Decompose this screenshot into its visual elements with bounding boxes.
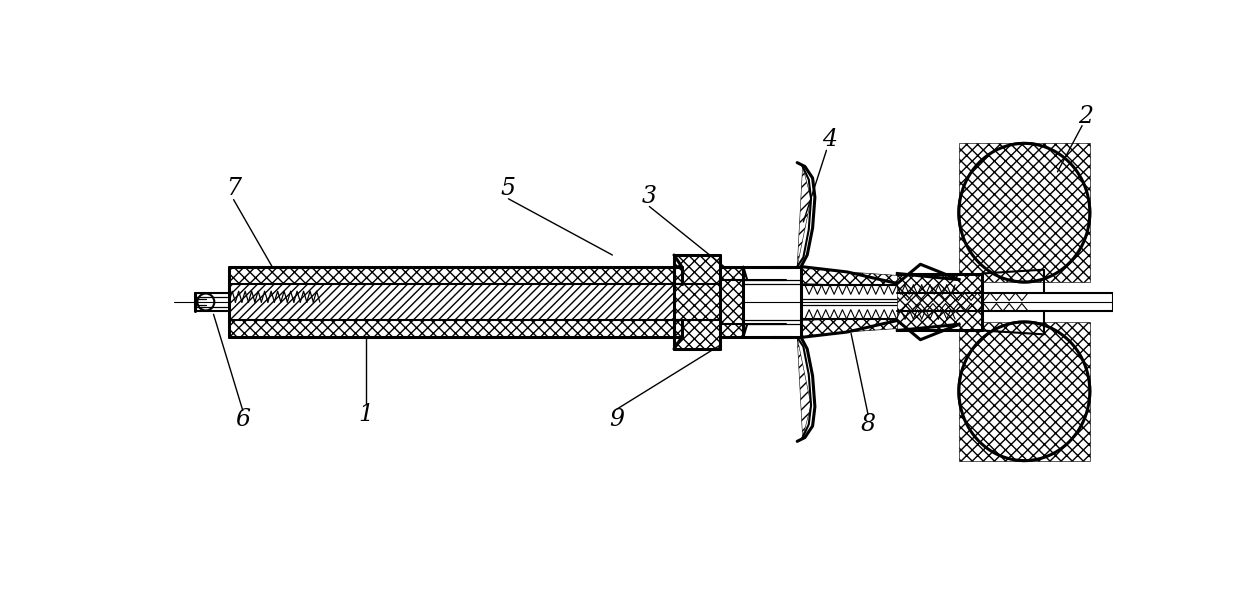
Bar [898, 273, 982, 331]
Polygon shape [959, 322, 1090, 460]
Polygon shape [801, 267, 959, 285]
Text: 9: 9 [610, 408, 625, 431]
Text: 3: 3 [642, 185, 657, 208]
Text: 7: 7 [226, 177, 241, 200]
Bar [229, 321, 682, 337]
Bar [959, 322, 1090, 460]
Bar [959, 144, 1090, 282]
Text: 1: 1 [358, 403, 373, 426]
Bar [229, 267, 682, 283]
Polygon shape [797, 166, 811, 267]
Bar [720, 267, 743, 337]
Text: 5: 5 [501, 177, 516, 200]
Bar [229, 283, 682, 321]
Bar [675, 255, 720, 349]
Text: 6: 6 [236, 408, 250, 431]
Text: 2: 2 [1079, 105, 1094, 128]
Text: 4: 4 [822, 128, 837, 151]
Polygon shape [801, 319, 959, 337]
Text: 8: 8 [861, 413, 875, 436]
Polygon shape [797, 337, 811, 438]
Polygon shape [959, 144, 1090, 282]
